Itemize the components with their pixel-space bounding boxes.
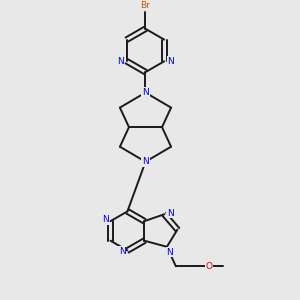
Text: N: N [167, 208, 174, 217]
Text: N: N [167, 57, 174, 66]
Text: N: N [117, 57, 124, 66]
Text: N: N [102, 215, 109, 224]
Text: N: N [142, 157, 149, 166]
Text: N: N [167, 248, 173, 257]
Text: O: O [206, 262, 212, 271]
Text: N: N [119, 247, 125, 256]
Text: N: N [142, 88, 149, 97]
Text: Br: Br [141, 1, 150, 10]
